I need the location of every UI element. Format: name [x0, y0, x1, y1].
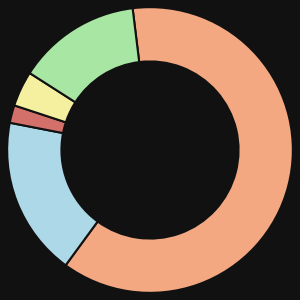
- Wedge shape: [10, 105, 66, 133]
- Wedge shape: [66, 7, 293, 293]
- Wedge shape: [7, 123, 98, 265]
- Wedge shape: [30, 8, 139, 102]
- Wedge shape: [14, 73, 75, 122]
